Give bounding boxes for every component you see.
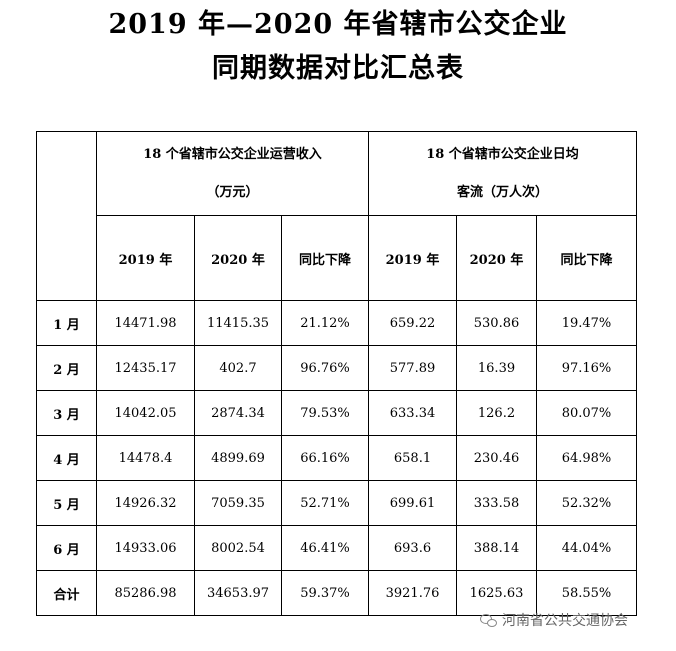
row-label: 合计: [36, 570, 97, 616]
table-row: 1 月 14471.98 11415.35 21.12% 659.22 530.86 19.…: [36, 300, 638, 346]
watermark: 河南省公共交通协会: [480, 610, 628, 630]
data-cell: 12435.17: [96, 345, 195, 391]
data-cell: 16.39: [456, 345, 537, 391]
wechat-icon: [480, 613, 498, 627]
data-cell: 4899.69: [194, 435, 282, 481]
row-label: 5 月: [36, 480, 97, 526]
row-label: 3 月: [36, 390, 97, 436]
data-cell: 14042.05: [96, 390, 195, 436]
data-cell: 699.61: [368, 480, 457, 526]
title-line-1: 2019 年—2020 年省辖市公交企业: [108, 9, 568, 40]
data-cell: 1625.63: [456, 570, 537, 616]
data-cell: 14926.32: [96, 480, 195, 526]
row-label: 1 月: [36, 300, 97, 346]
watermark-text: 河南省公共交通协会: [502, 613, 628, 629]
subheader-cell: 2019 年: [96, 215, 195, 301]
data-cell: 658.1: [368, 435, 457, 481]
subheader-cell: 同比下降: [535, 215, 638, 301]
data-cell: 19.47%: [535, 300, 638, 346]
data-cell: 58.55%: [535, 570, 638, 616]
subheader-cell: 2019 年: [368, 215, 457, 301]
data-cell: 52.32%: [535, 480, 638, 526]
data-cell: 11415.35: [194, 300, 282, 346]
subheader-cell: 2020 年: [194, 215, 282, 301]
data-cell: 96.76%: [281, 345, 369, 391]
data-cell: 7059.35: [194, 480, 282, 526]
data-cell: 402.7: [194, 345, 282, 391]
title-line-2: 同期数据对比汇总表: [212, 53, 464, 84]
table-row: 3 月 14042.05 2874.34 79.53% 633.34 126.2 80.07…: [36, 390, 638, 436]
data-cell: 693.6: [368, 525, 457, 571]
data-cell: 21.12%: [281, 300, 369, 346]
data-cell: 44.04%: [535, 525, 638, 571]
data-cell: 530.86: [456, 300, 537, 346]
table-row: 2 月 12435.17 402.7 96.76% 577.89 16.39 97.16%: [36, 345, 638, 391]
data-cell: 126.2: [456, 390, 537, 436]
row-label: 4 月: [36, 435, 97, 481]
data-table: 18 个省辖市公交企业运营收入 （万元） 18 个省辖市公交企业日均 客流（万人…: [36, 131, 638, 616]
data-cell: 659.22: [368, 300, 457, 346]
table-row: 4 月 14478.4 4899.69 66.16% 658.1 230.46 64.98%: [36, 435, 638, 481]
data-cell: 46.41%: [281, 525, 369, 571]
subheader-cell: 同比下降: [281, 215, 369, 301]
data-cell: 66.16%: [281, 435, 369, 481]
data-cell: 59.37%: [281, 570, 369, 616]
data-cell: 85286.98: [96, 570, 195, 616]
data-cell: 97.16%: [535, 345, 638, 391]
header-revenue: 18 个省辖市公交企业运营收入 （万元）: [96, 131, 369, 216]
header-ridership: 18 个省辖市公交企业日均 客流（万人次）: [367, 131, 638, 216]
data-cell: 14478.4: [96, 435, 195, 481]
row-label: 2 月: [36, 345, 97, 391]
table-row: 合计 85286.98 34653.97 59.37% 3921.76 1625.63 58…: [36, 570, 638, 616]
data-cell: 633.34: [368, 390, 457, 436]
data-cell: 34653.97: [194, 570, 282, 616]
data-cell: 3921.76: [368, 570, 457, 616]
data-cell: 577.89: [368, 345, 457, 391]
data-cell: 388.14: [456, 525, 537, 571]
data-cell: 230.46: [456, 435, 537, 481]
data-cell: 333.58: [456, 480, 537, 526]
row-label: 6 月: [36, 525, 97, 571]
data-cell: 2874.34: [194, 390, 282, 436]
data-cell: 64.98%: [535, 435, 638, 481]
table-row: 6 月 14933.06 8002.54 46.41% 693.6 388.14 44.04…: [36, 525, 638, 571]
table-row: 5 月 14926.32 7059.35 52.71% 699.61 333.58 52.3…: [36, 480, 638, 526]
data-cell: 8002.54: [194, 525, 282, 571]
corner-cell: [36, 131, 97, 301]
data-cell: 14471.98: [96, 300, 195, 346]
data-cell: 52.71%: [281, 480, 369, 526]
data-cell: 79.53%: [281, 390, 369, 436]
data-cell: 80.07%: [535, 390, 638, 436]
data-cell: 14933.06: [96, 525, 195, 571]
subheader-cell: 2020 年: [456, 215, 537, 301]
